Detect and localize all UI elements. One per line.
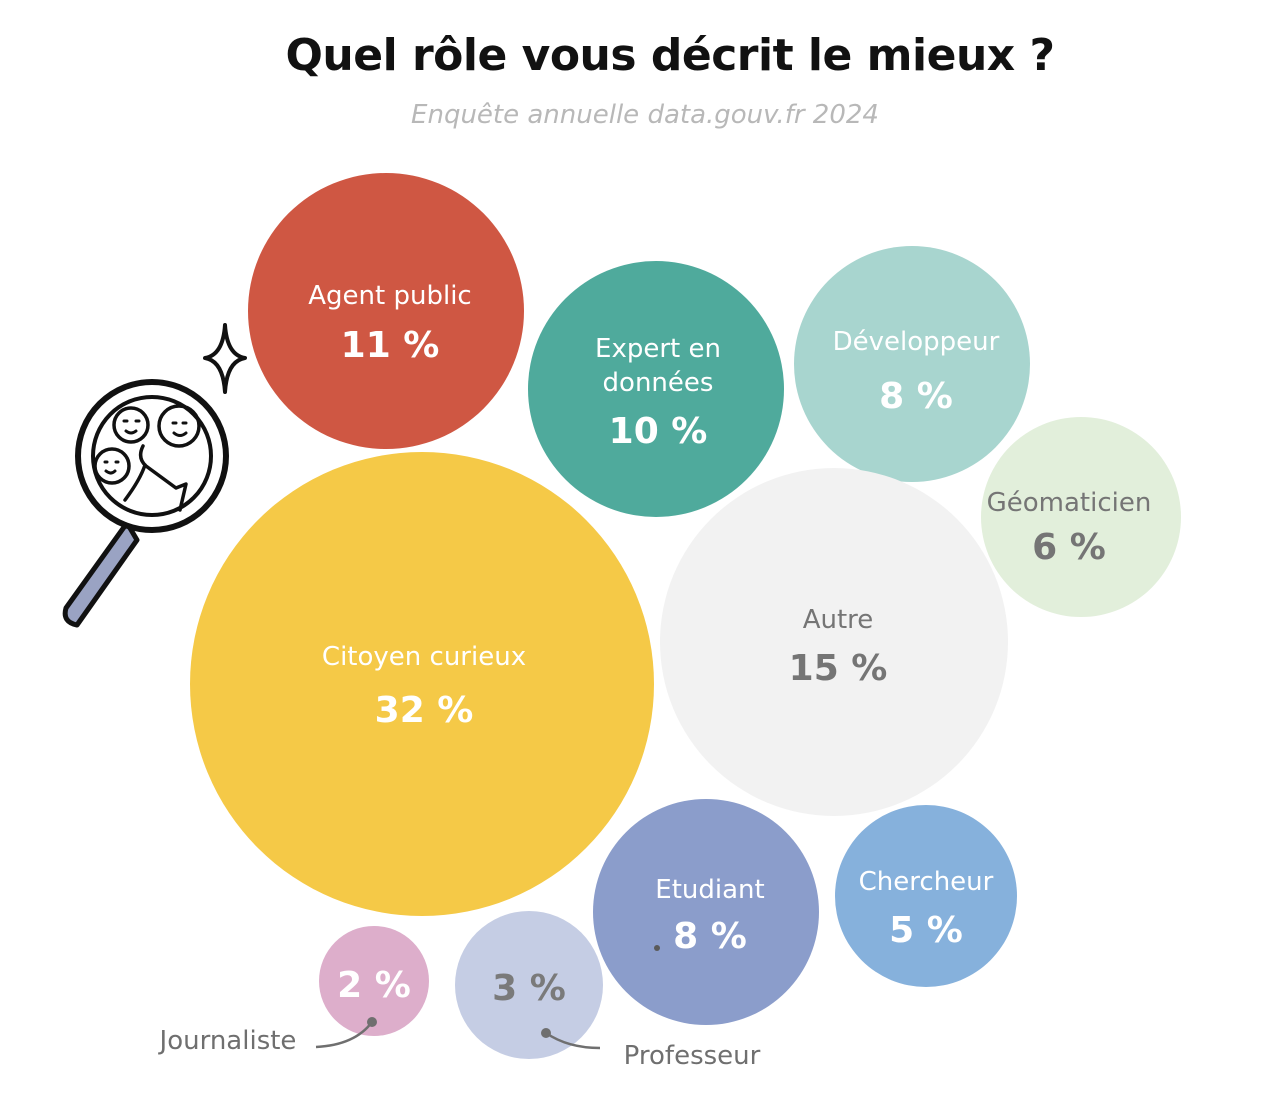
- bubble-value-etudiant: 8 %: [673, 916, 747, 957]
- etudiant-dot: [654, 945, 660, 951]
- bubble-value-autre: 15 %: [789, 648, 888, 689]
- bubble-journaliste: [319, 926, 429, 1036]
- journaliste-leader-line: [315, 1021, 374, 1049]
- bubble-professeur: [455, 911, 603, 1059]
- bubble-label-professeur: Professeur: [624, 1041, 761, 1071]
- professeur-leader-dot: [541, 1028, 551, 1038]
- bubble-agent-public: [248, 173, 524, 449]
- bubble-etudiant: [593, 799, 819, 1025]
- bubble-autre: [660, 468, 1008, 816]
- bubble-value-citoyen-curieux: 32 %: [375, 690, 474, 731]
- bubble-value-developpeur: 8 %: [879, 376, 953, 417]
- bubble-label-expert-en-donnees: Expert en données: [595, 334, 721, 398]
- journaliste-leader-dot: [367, 1017, 377, 1027]
- bubble-value-chercheur: 5 %: [889, 910, 963, 951]
- bubble-label-developpeur: Développeur: [833, 327, 1000, 357]
- bubble-label-chercheur: Chercheur: [859, 867, 994, 897]
- bubble-developpeur: [794, 246, 1030, 482]
- bubble-value-geomaticien: 6 %: [1032, 527, 1106, 568]
- bubble-value-journaliste: 2 %: [337, 965, 411, 1006]
- bubble-expert-en-donnees: [528, 261, 784, 517]
- chart-title: Quel rôle vous décrit le mieux ?: [285, 30, 1056, 81]
- bubble-label-autre: Autre: [803, 605, 874, 635]
- bubble-label-agent-public: Agent public: [308, 281, 471, 311]
- bubble-value-expert-en-donnees: 10 %: [609, 411, 708, 452]
- bubble-label-citoyen-curieux: Citoyen curieux: [322, 642, 526, 672]
- bubble-value-agent-public: 11 %: [341, 325, 440, 366]
- bubble-geomaticien: [981, 417, 1181, 617]
- chart-subtitle: Enquête annuelle data.gouv.fr 2024: [411, 100, 879, 130]
- bubble-label-geomaticien: Géomaticien: [987, 488, 1152, 518]
- bubble-value-professeur: 3 %: [492, 968, 566, 1009]
- bubble-label-etudiant: Etudiant: [655, 875, 764, 905]
- bubble-label-journaliste: Journaliste: [158, 1026, 297, 1056]
- bubble-citoyen-curieux: [190, 452, 654, 916]
- bubble-chercheur: [835, 805, 1017, 987]
- magnifying-glass-people-icon: [62, 323, 247, 628]
